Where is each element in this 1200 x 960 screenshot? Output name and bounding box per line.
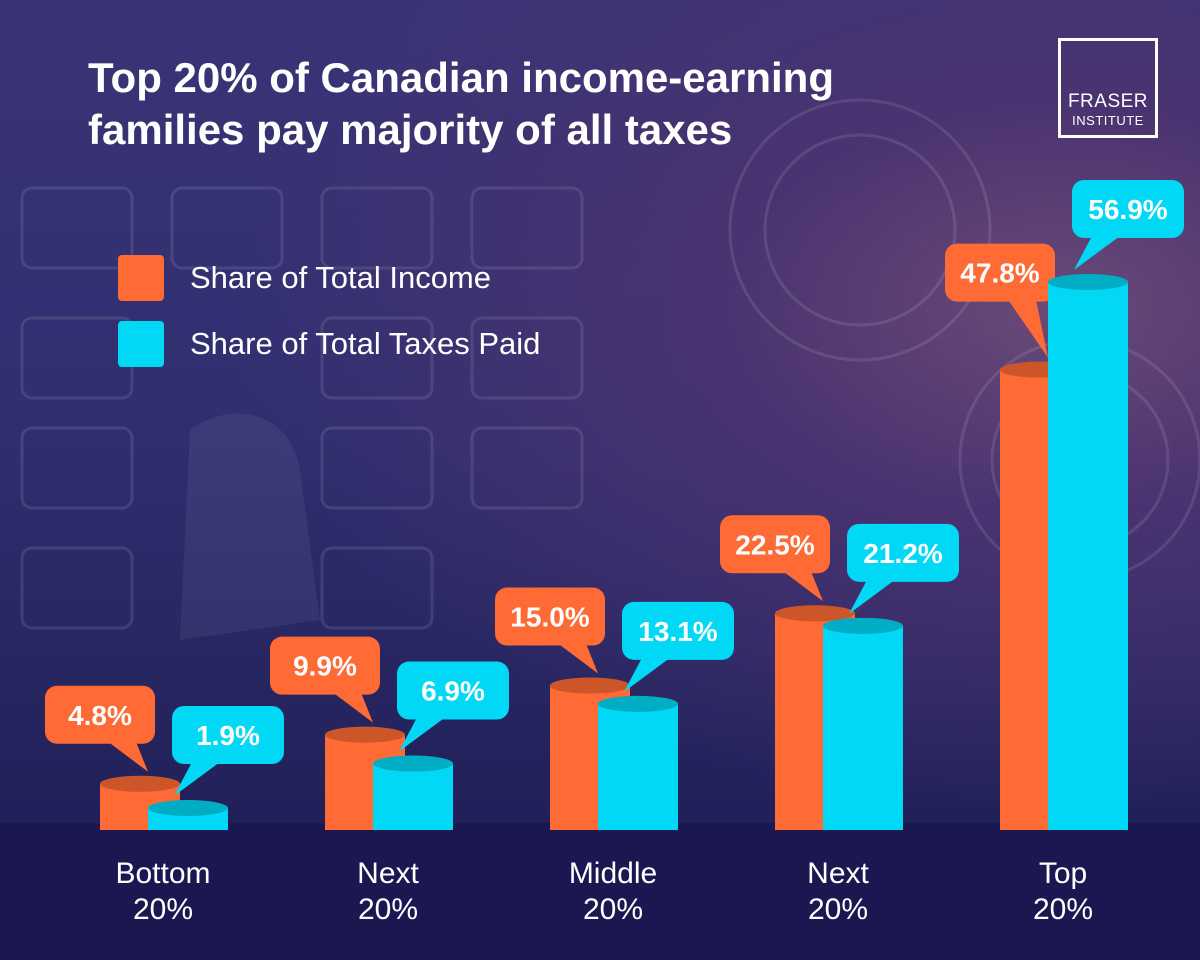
bar-taxes-0 — [148, 800, 228, 830]
data-label-text: 1.9% — [196, 720, 260, 751]
legend-item-income: Share of Total Income — [118, 255, 491, 301]
legend-swatch-taxes — [118, 321, 164, 367]
logo-line-1: FRASER — [1067, 91, 1149, 112]
x-tick-label-line: 20% — [132, 893, 194, 926]
data-label-taxes-1: 6.9% — [397, 661, 509, 752]
x-tick-label-line: Middle — [568, 857, 658, 890]
legend-label-taxes: Share of Total Taxes Paid — [190, 326, 541, 361]
x-tick-label-line: 20% — [1032, 893, 1094, 926]
logo-line-2: INSTITUTE — [1072, 113, 1144, 128]
data-label-text: 22.5% — [735, 529, 814, 560]
data-label-text: 13.1% — [638, 616, 717, 647]
bar-taxes-1 — [373, 755, 453, 830]
data-label-text: 56.9% — [1088, 194, 1167, 225]
x-tick-label-line: Top — [1038, 857, 1088, 890]
chart-title: Top 20% of Canadian income-earning famil… — [88, 52, 988, 156]
chart-floor — [0, 823, 1200, 960]
x-tick-label-4: Top 20% — [983, 856, 1143, 928]
data-label-text: 6.9% — [421, 676, 485, 707]
data-label-income-3: 22.5% — [720, 515, 830, 602]
x-tick-label-1: Next 20% — [308, 856, 468, 928]
x-tick-label-line: Bottom — [115, 857, 211, 890]
data-label-taxes-3: 21.2% — [847, 523, 959, 614]
data-label-text: 15.0% — [510, 602, 589, 633]
x-tick-label-line: 20% — [357, 893, 419, 926]
x-tick-label-line: Next — [807, 857, 869, 890]
x-tick-label-line: Next — [357, 857, 419, 890]
legend-swatch-income — [118, 255, 164, 301]
title-line-2: families pay majority of all taxes — [88, 106, 733, 153]
data-label-text: 21.2% — [863, 538, 942, 569]
data-label-text: 4.8% — [68, 700, 132, 731]
data-label-text: 9.9% — [293, 651, 357, 682]
data-label-income-2: 15.0% — [495, 587, 605, 674]
x-tick-label-3: Next 20% — [758, 856, 918, 928]
title-line-1: Top 20% of Canadian income-earning — [88, 54, 834, 101]
data-label-income-1: 9.9% — [270, 636, 380, 723]
bar-taxes-3 — [823, 617, 903, 830]
x-tick-label-2: Middle 20% — [533, 856, 693, 928]
bar-taxes-4 — [1048, 274, 1128, 830]
data-label-taxes-2: 13.1% — [622, 601, 734, 692]
x-tick-label-0: Bottom 20% — [83, 856, 243, 928]
data-label-taxes-0: 1.9% — [172, 706, 284, 796]
x-tick-label-line: 20% — [582, 893, 644, 926]
legend-label-income: Share of Total Income — [190, 260, 491, 295]
data-label-text: 47.8% — [960, 258, 1039, 289]
x-tick-label-line: 20% — [807, 893, 869, 926]
data-label-taxes-4: 56.9% — [1072, 180, 1184, 270]
bar-taxes-2 — [598, 695, 678, 830]
data-label-income-4: 47.8% — [945, 243, 1055, 358]
legend-item-taxes: Share of Total Taxes Paid — [118, 321, 540, 367]
fraser-institute-logo: FRASER INSTITUTE — [1058, 38, 1158, 138]
data-label-income-0: 4.8% — [45, 685, 155, 772]
